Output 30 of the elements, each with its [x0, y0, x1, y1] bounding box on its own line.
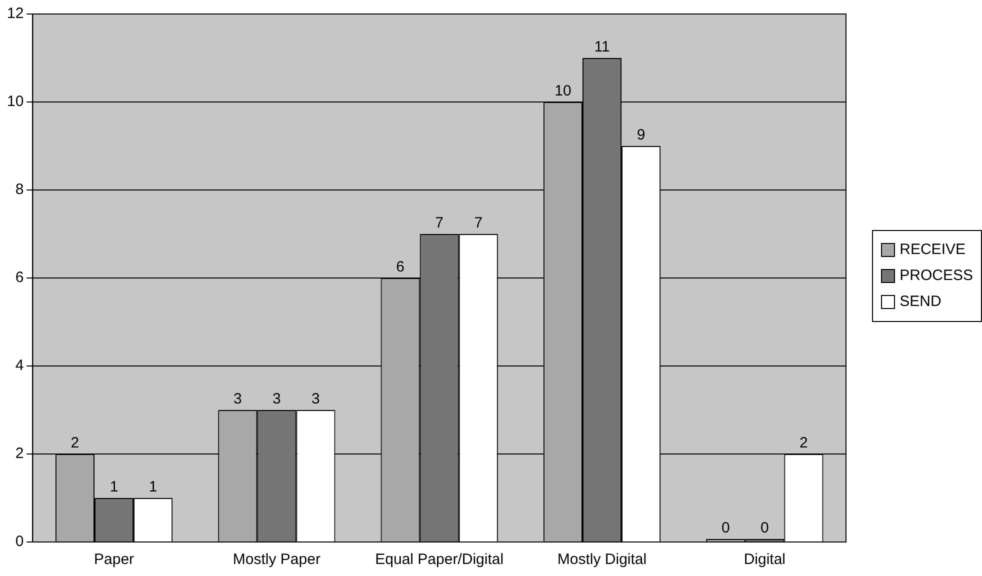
legend-label: SEND — [900, 292, 942, 312]
y-tick-label: 12 — [6, 5, 24, 22]
x-tick-label: Equal Paper/Digital — [375, 551, 504, 568]
data-label: 10 — [554, 82, 572, 100]
y-tick-label: 4 — [15, 357, 24, 374]
legend-label: RECEIVE — [900, 240, 966, 260]
data-label: 7 — [435, 214, 444, 232]
data-label: 7 — [474, 214, 483, 232]
data-label: 2 — [800, 434, 808, 452]
data-label: 0 — [760, 520, 769, 537]
x-tick-label: Mostly Paper — [232, 551, 320, 568]
data-label: 1 — [110, 478, 118, 496]
x-tick-label: Paper — [94, 551, 134, 568]
y-tick-label: 0 — [15, 533, 24, 550]
data-label: 6 — [396, 258, 404, 276]
data-label: 3 — [272, 390, 281, 408]
y-tick-label: 2 — [15, 445, 24, 462]
data-label: 1 — [148, 478, 158, 496]
data-label: 3 — [312, 390, 320, 408]
data-label: 11 — [594, 38, 610, 56]
y-tick-label: 8 — [15, 181, 24, 198]
data-label: 2 — [70, 434, 80, 452]
x-tick-label: Digital — [744, 551, 786, 568]
legend-label: PROCESS — [900, 266, 973, 286]
data-label: 9 — [636, 126, 646, 144]
data-label: 0 — [721, 520, 730, 537]
y-tick-label: 6 — [15, 269, 24, 286]
x-tick-label: Mostly Digital — [557, 551, 647, 568]
data-label: 3 — [233, 390, 242, 408]
y-tick-label: 10 — [6, 93, 24, 110]
